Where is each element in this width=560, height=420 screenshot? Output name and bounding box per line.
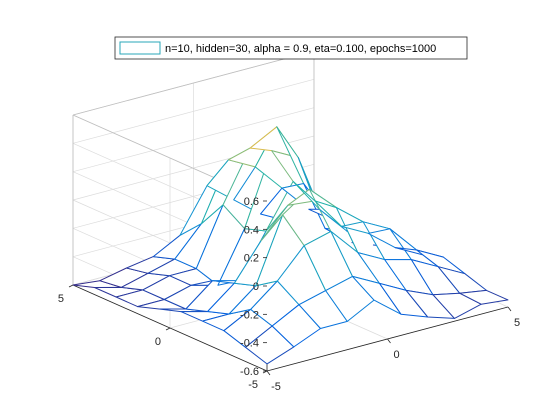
y-tick-label: -5 [248, 379, 258, 391]
z-tick-label: 0 [253, 281, 259, 293]
y-tick-mark [68, 284, 74, 288]
z-tick-label: 0.2 [244, 253, 259, 265]
legend-swatch [119, 41, 161, 55]
surface-cell [459, 289, 509, 305]
box-edge [72, 50, 315, 116]
z-tick-label: -0.2 [240, 309, 259, 321]
axis-ticks: -0.6 -0.4 -0.2 0 0.2 0.4 0.6 -5 0 5 -5 0 5 [58, 196, 520, 393]
y-tick-mark [165, 327, 171, 331]
y-tick-label: 0 [155, 336, 161, 348]
x-tick-mark [507, 306, 512, 312]
y-tick-label: 5 [58, 293, 64, 305]
x-tick-label: 5 [514, 317, 520, 329]
x-tick-mark [387, 338, 391, 344]
x-tick-label: -5 [271, 381, 281, 393]
legend-label: n=10, hidden=30, alpha = 0.9, eta=0.100,… [165, 43, 436, 55]
y-tick-mark [262, 370, 268, 374]
z-tick-label: -0.4 [240, 338, 259, 350]
legend: n=10, hidden=30, alpha = 0.9, eta=0.100,… [114, 36, 468, 60]
z-tick-label: 0.4 [244, 224, 259, 236]
x-tick-label: 0 [393, 349, 399, 361]
x-tick-mark [266, 370, 271, 376]
z-tick-label: 0.6 [244, 196, 259, 208]
legend-box [114, 36, 468, 60]
z-tick-label: -0.6 [240, 366, 259, 378]
surface-mesh [72, 126, 509, 365]
